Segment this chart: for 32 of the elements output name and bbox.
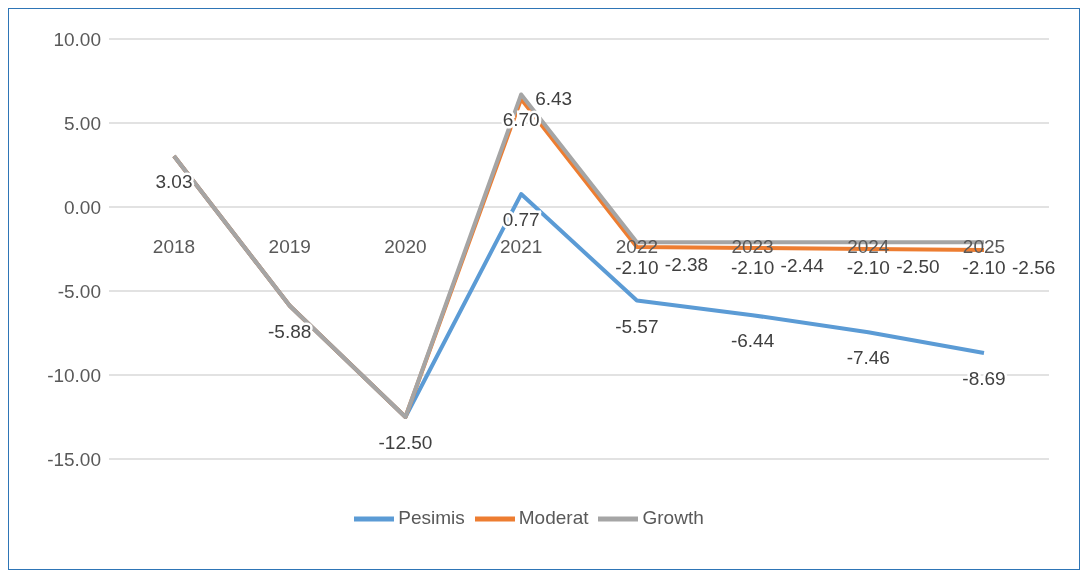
data-label: -2.38 bbox=[664, 253, 709, 275]
data-label: -2.10 bbox=[846, 257, 890, 279]
data-label: -2.50 bbox=[896, 256, 940, 277]
y-tick-label: -10.00 bbox=[47, 364, 101, 386]
data-label: -2.44 bbox=[780, 254, 825, 276]
data-label: -5.88 bbox=[268, 320, 312, 342]
x-tick-label: 2025 bbox=[962, 236, 1006, 257]
data-label: -7.46 bbox=[846, 347, 890, 369]
data-label: -8.69 bbox=[962, 367, 1006, 389]
legend-label: Pesimis bbox=[398, 507, 465, 529]
legend-label: Moderat bbox=[518, 507, 589, 529]
legend-label: Growth bbox=[642, 507, 704, 529]
data-label: -2.56 bbox=[1012, 257, 1056, 279]
x-tick-label: 2024 bbox=[847, 236, 890, 257]
x-tick-label: 2021 bbox=[500, 236, 543, 257]
y-tick-label: -15.00 bbox=[47, 448, 101, 470]
x-tick-label: 2018 bbox=[152, 236, 196, 257]
data-label: 6.43 bbox=[535, 87, 573, 109]
data-label: -5.57 bbox=[615, 315, 659, 337]
data-label: -12.50 bbox=[378, 432, 433, 453]
data-label: -2.10 bbox=[962, 257, 1006, 279]
y-tick-label: 5.00 bbox=[64, 112, 101, 134]
y-tick-label: 0.00 bbox=[64, 196, 101, 218]
data-label: -2.10 bbox=[615, 257, 659, 279]
data-label: 3.03 bbox=[155, 171, 193, 193]
x-tick-label: 2023 bbox=[731, 236, 774, 257]
y-tick-label: -5.00 bbox=[57, 280, 101, 302]
data-label: -6.44 bbox=[730, 330, 775, 352]
y-tick-label: 10.00 bbox=[53, 28, 101, 50]
x-tick-label: 2020 bbox=[384, 236, 427, 257]
x-tick-label: 2019 bbox=[268, 236, 311, 257]
data-label: -2.10 bbox=[730, 257, 775, 279]
